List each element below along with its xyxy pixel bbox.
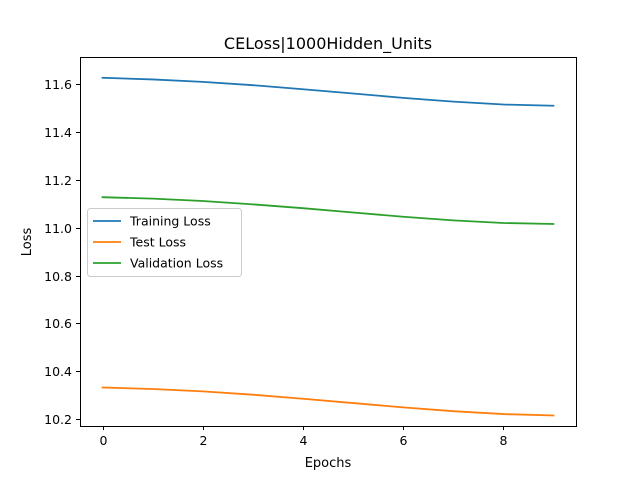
y-tick-label: 10.8 <box>44 269 72 284</box>
x-axis-label: Epochs <box>305 456 352 471</box>
y-tick-label: 10.6 <box>44 316 72 331</box>
y-tick-label: 11.0 <box>44 221 72 236</box>
y-tick-label: 10.2 <box>44 412 72 427</box>
legend-label: Test Loss <box>129 235 186 250</box>
y-tick-label: 11.4 <box>44 125 72 140</box>
series-group <box>101 76 555 417</box>
chart-title: CELoss|1000Hidden_Units <box>224 34 432 54</box>
x-tick-label: 0 <box>100 433 108 448</box>
y-tick-label: 11.2 <box>44 173 72 188</box>
legend-box <box>87 208 242 277</box>
y-axis-label: Loss <box>20 228 35 257</box>
y-axis: 10.2 10.4 10.6 10.8 11.0 11.2 11.4 11.6 <box>44 77 80 427</box>
series-line-1 <box>101 76 555 107</box>
x-axis: 0 2 4 6 8 <box>100 426 508 448</box>
series-line-3 <box>101 196 555 225</box>
x-tick-label: 4 <box>300 433 308 448</box>
series-line-2 <box>101 386 555 417</box>
x-tick-label: 8 <box>500 433 508 448</box>
x-tick-label: 6 <box>400 433 408 448</box>
plot-frame <box>80 57 577 427</box>
x-tick-label: 2 <box>200 433 208 448</box>
y-tick-label: 11.6 <box>44 77 72 92</box>
legend-label: Training Loss <box>129 214 211 229</box>
y-tick-label: 10.4 <box>44 364 72 379</box>
legend-label: Validation Loss <box>130 256 223 271</box>
legend: Training Loss Test Loss Validation Loss <box>87 208 242 277</box>
